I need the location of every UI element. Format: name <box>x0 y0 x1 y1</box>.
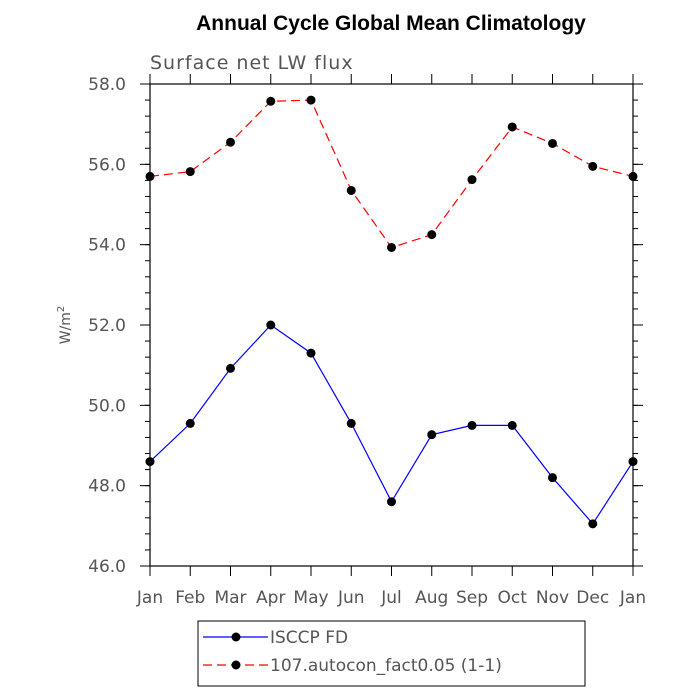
x-tick-label: Jan <box>619 588 646 608</box>
data-point-series-2 <box>628 171 638 181</box>
data-point-series-1 <box>185 418 195 428</box>
y-tick-label: 52.0 <box>88 316 126 336</box>
x-tick-label: Mar <box>214 588 246 608</box>
data-point-series-1 <box>507 420 517 430</box>
data-point-series-2 <box>507 122 517 132</box>
data-point-series-1 <box>628 457 638 467</box>
data-point-series-2 <box>306 95 316 105</box>
y-axis-label-unit: W/m <box>58 312 74 344</box>
data-point-series-2 <box>467 175 477 185</box>
x-tick-label: Oct <box>498 588 528 608</box>
data-point-series-1 <box>387 497 396 507</box>
y-axis-label-superscript: 2 <box>56 306 67 312</box>
data-point-series-1 <box>548 473 557 483</box>
data-point-series-2 <box>548 138 557 148</box>
data-point-series-2 <box>427 230 437 240</box>
x-tick-label: Dec <box>576 588 609 608</box>
data-point-series-1 <box>266 320 276 330</box>
x-tick-label: Nov <box>536 588 569 608</box>
y-tick-label: 54.0 <box>88 236 126 256</box>
data-point-series-2 <box>145 171 155 181</box>
x-tick-label: May <box>293 588 328 608</box>
legend-marker-2 <box>231 660 241 670</box>
x-tick-label: Jan <box>136 588 163 608</box>
y-tick-label: 48.0 <box>88 477 126 497</box>
data-point-series-1 <box>467 420 477 430</box>
legend: ISCCP FD 107.autocon_fact0.05 (1-1) <box>203 628 502 676</box>
legend-box <box>197 620 586 687</box>
series-line-1 <box>149 324 634 525</box>
plot-frame <box>149 83 634 567</box>
data-point-series-1 <box>226 363 235 373</box>
x-tick-label: Sep <box>456 588 488 608</box>
data-point-series-2 <box>266 96 276 106</box>
chart-title: Annual Cycle Global Mean Climatology <box>196 12 586 35</box>
y-tick-label: 56.0 <box>88 155 126 175</box>
x-axis: Jan Feb Mar Apr May Jun Jul Aug Sep Oct Nov Dec Jan <box>136 74 646 608</box>
y-tick-label: 46.0 <box>88 557 126 577</box>
data-point-series-2 <box>226 137 235 147</box>
data-point-series-2 <box>588 161 598 171</box>
data-point-series-1 <box>306 348 316 358</box>
y-tick-label: 58.0 <box>88 75 126 95</box>
legend-label-2: 107.autocon_fact0.05 (1-1) <box>270 656 502 676</box>
data-point-series-1 <box>588 519 598 529</box>
x-tick-label: Jun <box>337 588 365 608</box>
y-axis-label: W/m2 <box>56 306 74 345</box>
series-layer <box>145 95 638 529</box>
data-point-series-2 <box>346 185 356 195</box>
legend-label-1: ISCCP FD <box>270 628 348 648</box>
legend-marker-1 <box>231 632 241 642</box>
x-tick-label: Aug <box>415 588 448 608</box>
y-axis: 46.0 48.0 50.0 52.0 54.0 56.0 58.0 <box>88 75 643 577</box>
x-tick-label: Apr <box>256 588 285 608</box>
data-point-series-1 <box>346 418 356 428</box>
data-point-series-1 <box>145 457 155 467</box>
data-point-series-2 <box>387 242 396 252</box>
series-line-2 <box>149 99 634 249</box>
x-tick-label: Feb <box>175 588 205 608</box>
x-tick-label: Jul <box>380 588 402 608</box>
data-point-series-1 <box>427 430 437 440</box>
chart-subtitle: Surface net LW flux <box>150 52 354 74</box>
y-tick-label: 50.0 <box>88 396 126 416</box>
data-point-series-2 <box>185 167 195 177</box>
